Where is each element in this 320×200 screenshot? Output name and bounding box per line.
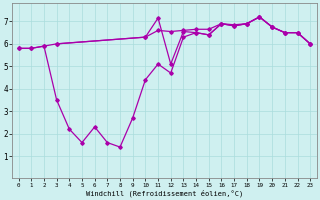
X-axis label: Windchill (Refroidissement éolien,°C): Windchill (Refroidissement éolien,°C): [86, 189, 243, 197]
